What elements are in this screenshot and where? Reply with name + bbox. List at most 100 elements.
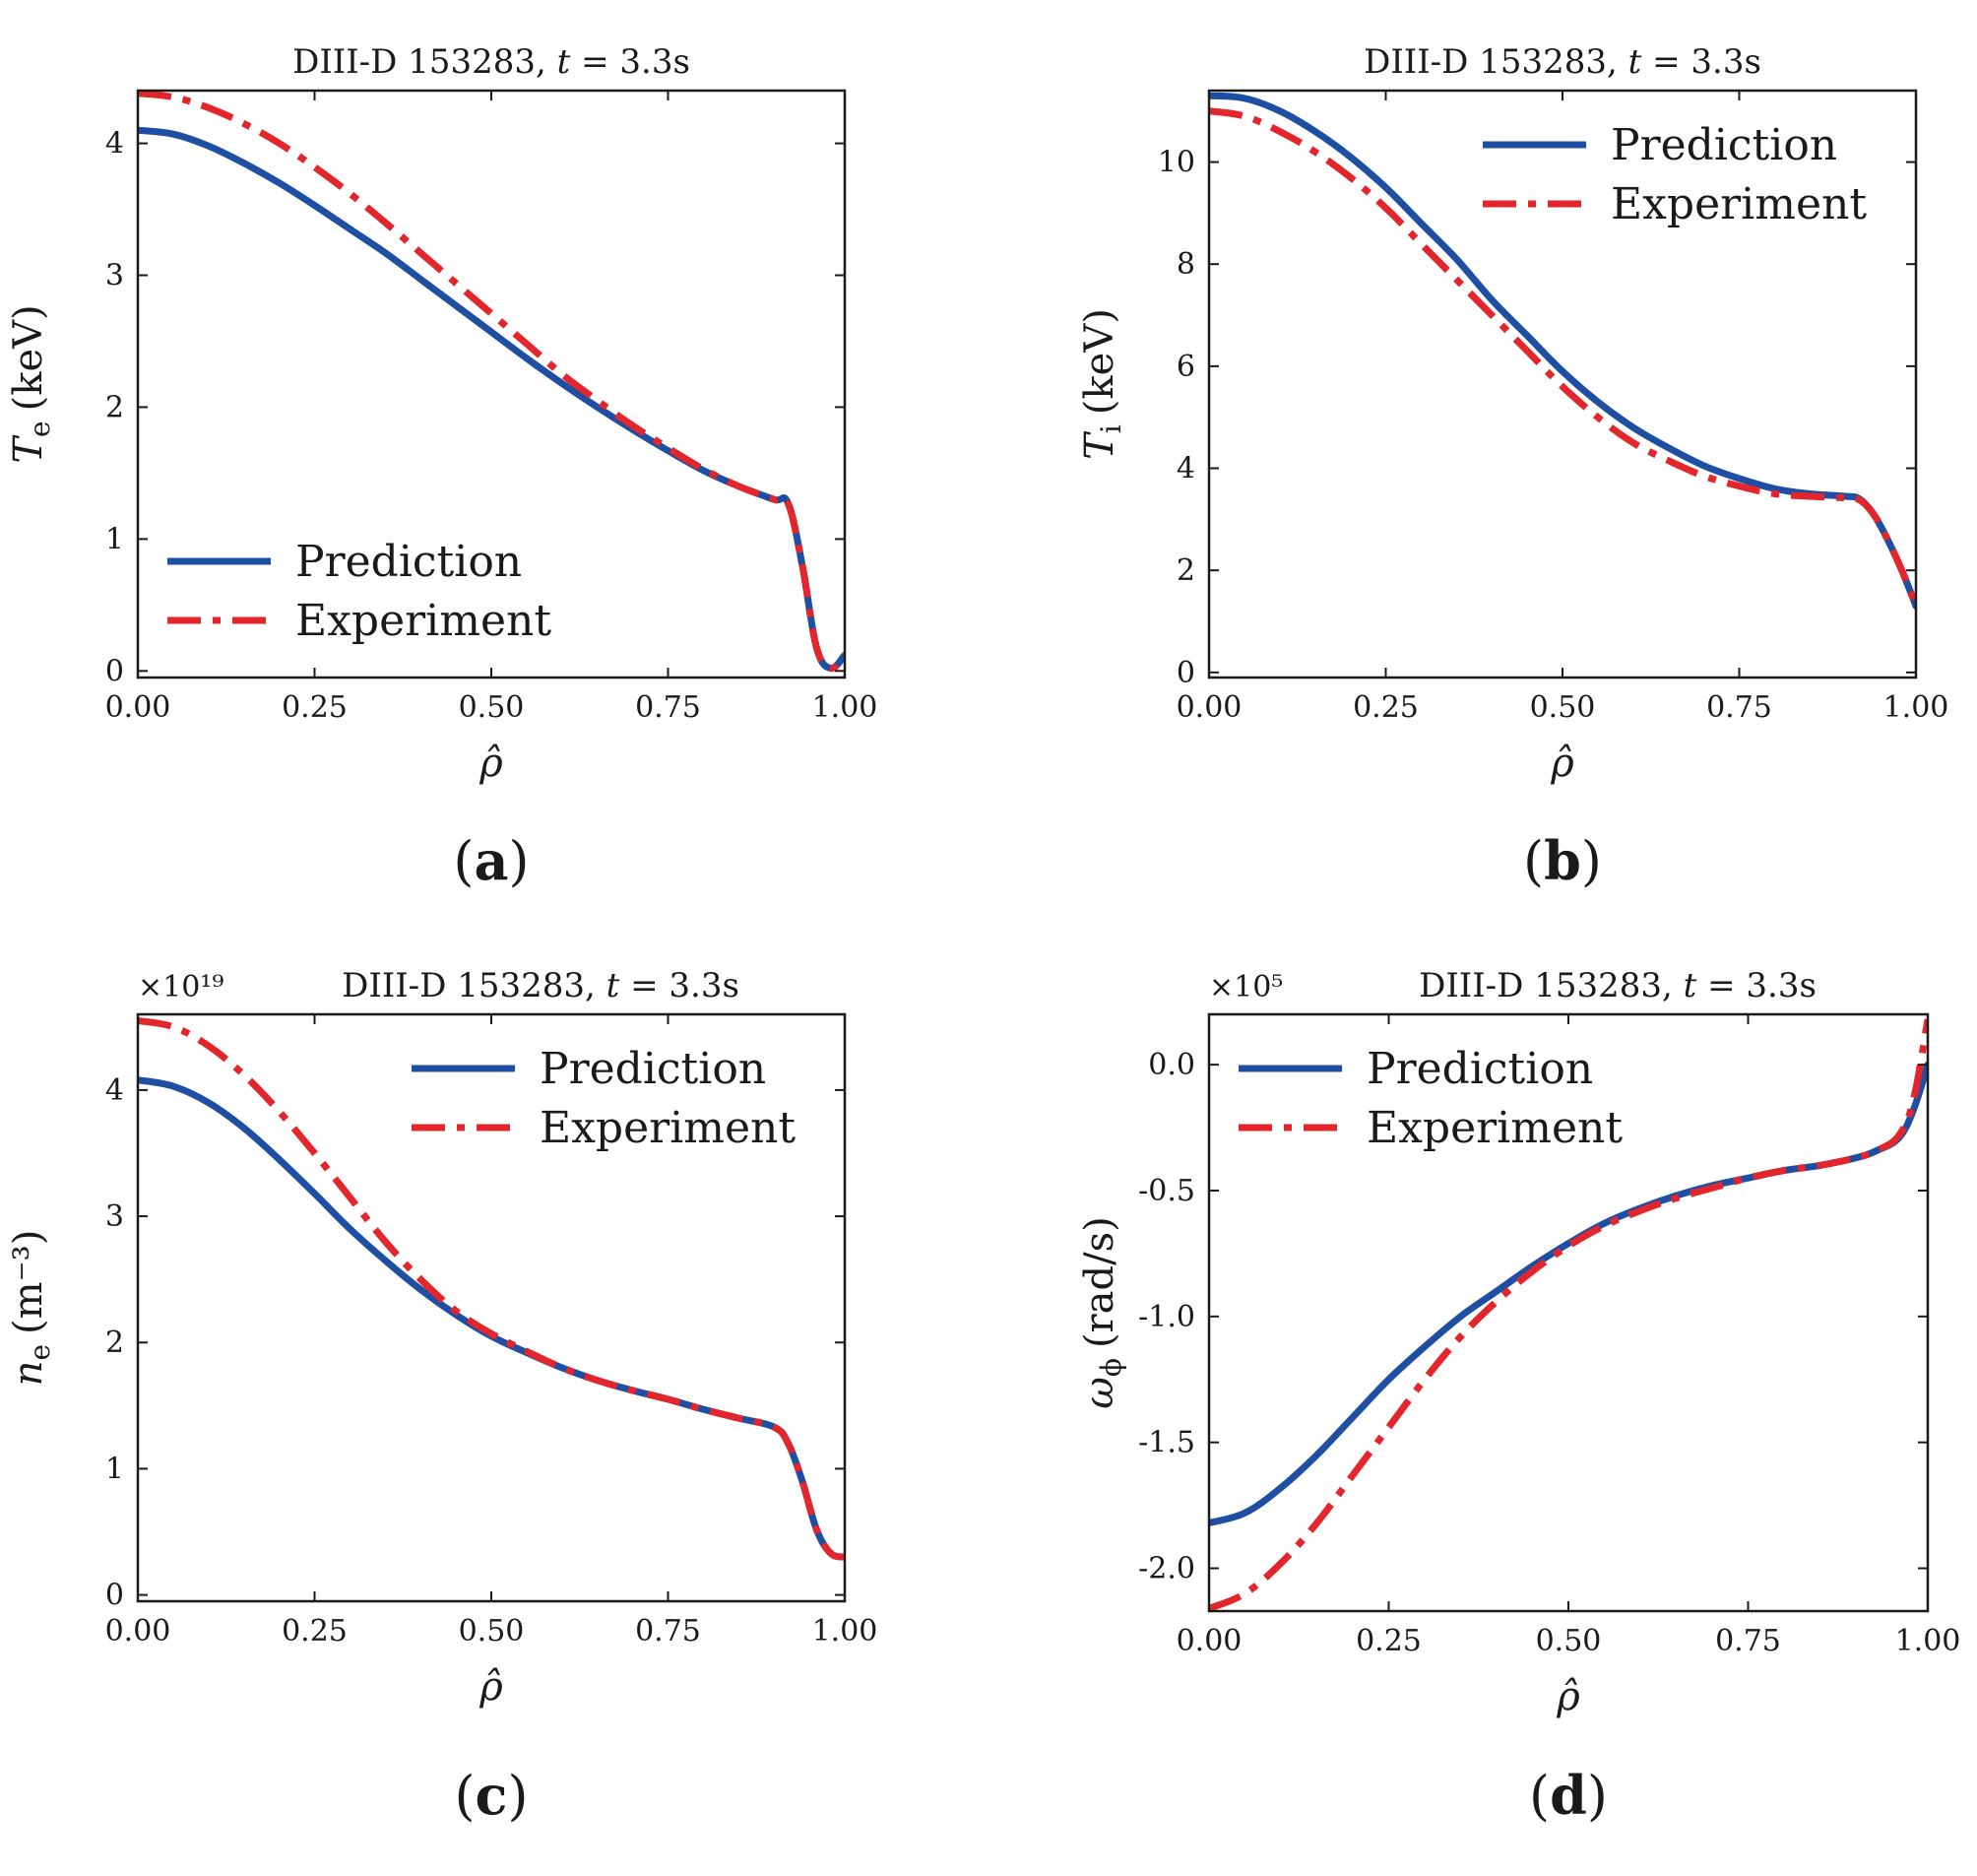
chart-panel-d: DIII-D 153283, t = 3.3s ×10⁵ 0.00 0.25 0.50 0… bbox=[1077, 966, 1960, 1827]
x-tick-label: 0.75 bbox=[635, 690, 701, 725]
y-tick-label: -1.5 bbox=[1138, 1426, 1195, 1460]
chart-title-variable: t bbox=[606, 966, 620, 1005]
chart-title-variable: t bbox=[1684, 966, 1697, 1005]
series-line-experiment bbox=[1209, 1018, 1928, 1611]
series-line-experiment bbox=[138, 1016, 845, 1561]
x-tick-label: 0.25 bbox=[1353, 690, 1419, 725]
y-tick-label: 8 bbox=[1177, 247, 1195, 282]
x-tick-label: 0.75 bbox=[1715, 1624, 1781, 1658]
y-tick-label: 10 bbox=[1158, 146, 1195, 180]
y-axis-label-unit: (m⁻³) bbox=[6, 1230, 51, 1334]
x-tick-label: 1.00 bbox=[1883, 690, 1949, 725]
y-axis-multiplier: ×10⁵ bbox=[1209, 970, 1283, 1004]
y-axis-label: Ti (keV) bbox=[1077, 308, 1127, 460]
chart-title-prefix: DIII-D 153283, bbox=[1419, 966, 1684, 1005]
x-tick-label: 1.00 bbox=[812, 1614, 878, 1649]
chart-title-prefix: DIII-D 153283, bbox=[292, 42, 557, 82]
legend: Prediction Experiment bbox=[167, 537, 551, 646]
x-tick-label: 0.75 bbox=[635, 1614, 701, 1649]
chart-title-variable: t bbox=[1628, 42, 1642, 82]
x-tick-label: 0.00 bbox=[105, 690, 171, 725]
x-tick-label: 0.00 bbox=[105, 1614, 171, 1649]
panel-label-open: ( bbox=[453, 830, 474, 892]
x-tick-label: 0.25 bbox=[282, 690, 348, 725]
y-axis-label-variable: n bbox=[6, 1361, 51, 1387]
chart-title-suffix: = 3.3s bbox=[570, 42, 690, 82]
panel-label-open: ( bbox=[1529, 1765, 1550, 1827]
legend: Prediction Experiment bbox=[1483, 120, 1867, 229]
y-tick-label: 1 bbox=[105, 522, 124, 556]
y-tick-label: -2.0 bbox=[1138, 1552, 1195, 1586]
series-line-experiment bbox=[138, 91, 845, 673]
y-axis-label: Te (keV) bbox=[6, 304, 56, 463]
panel-label: (c) bbox=[454, 1764, 528, 1827]
y-tick-label: 0 bbox=[1177, 656, 1195, 690]
panel-label-close: ) bbox=[509, 830, 530, 892]
y-tick-label: 2 bbox=[1177, 553, 1195, 588]
panel-label-close: ) bbox=[507, 1765, 528, 1827]
chart-title-suffix: = 3.3s bbox=[1641, 42, 1761, 82]
axes-frame bbox=[136, 89, 847, 679]
panel-label-letter: d bbox=[1550, 1764, 1587, 1827]
y-tick-label: 4 bbox=[1177, 452, 1195, 486]
y-axis-label-variable: T bbox=[1077, 430, 1122, 460]
panel-label-close: ) bbox=[1587, 1765, 1608, 1827]
series-line-prediction bbox=[138, 126, 845, 673]
legend-label-experiment: Experiment bbox=[540, 1103, 796, 1153]
y-axis-label-subscript: e bbox=[24, 1344, 56, 1361]
y-axis-label-subscript: e bbox=[24, 420, 56, 437]
x-tick-label: 0.50 bbox=[459, 1614, 525, 1649]
legend-label-experiment: Experiment bbox=[1367, 1103, 1623, 1153]
y-tick-label: 1 bbox=[105, 1452, 124, 1486]
legend-label-prediction: Prediction bbox=[1367, 1044, 1593, 1094]
x-axis-label: ρ̂ bbox=[1550, 741, 1574, 786]
x-tick-label: 0.25 bbox=[1356, 1624, 1422, 1658]
y-tick-label: 3 bbox=[105, 1199, 124, 1234]
x-tick-label: 0.00 bbox=[1177, 690, 1243, 725]
chart-panel-c: DIII-D 153283, t = 3.3s ×10¹⁹ 0.00 0.25 0.50… bbox=[6, 966, 877, 1827]
x-tick-label: 1.00 bbox=[812, 690, 878, 725]
y-tick-label: 0 bbox=[105, 1579, 124, 1613]
y-tick-label: 3 bbox=[105, 259, 124, 293]
panel-label: (d) bbox=[1529, 1764, 1608, 1827]
y-axis-label: ne (m⁻³) bbox=[6, 1230, 56, 1387]
chart-title-variable: t bbox=[557, 42, 571, 82]
chart-title-suffix: = 3.3s bbox=[1696, 966, 1817, 1005]
panel-label: (b) bbox=[1523, 829, 1602, 892]
chart-panel-a: DIII-D 153283, t = 3.3s 0.00 0.25 0.50 0.75 1… bbox=[6, 42, 877, 892]
x-tick-label: 0.50 bbox=[1536, 1624, 1602, 1658]
y-axis-label-subscript: i bbox=[1095, 424, 1127, 433]
panel-label-close: ) bbox=[1581, 830, 1602, 892]
panel-label: (a) bbox=[453, 829, 529, 892]
chart-title-suffix: = 3.3s bbox=[619, 966, 739, 1005]
panel-label-open: ( bbox=[1523, 830, 1544, 892]
y-axis-multiplier: ×10¹⁹ bbox=[138, 970, 223, 1004]
y-tick-label: 2 bbox=[105, 390, 124, 424]
panel-label-open: ( bbox=[454, 1765, 475, 1827]
legend: Prediction Experiment bbox=[412, 1044, 796, 1153]
y-tick-label: 4 bbox=[105, 1073, 124, 1108]
x-tick-label: 0.00 bbox=[1177, 1624, 1243, 1658]
y-tick-label: 4 bbox=[105, 127, 124, 162]
legend-label-experiment: Experiment bbox=[295, 596, 551, 646]
legend-label-prediction: Prediction bbox=[540, 1044, 766, 1094]
legend-label-prediction: Prediction bbox=[295, 537, 522, 587]
y-axis-label-unit: (keV) bbox=[1077, 308, 1122, 415]
x-tick-label: 0.75 bbox=[1706, 690, 1772, 725]
y-tick-label: 0 bbox=[105, 654, 124, 688]
y-tick-label: -0.5 bbox=[1138, 1174, 1195, 1208]
y-tick-label: -1.0 bbox=[1138, 1300, 1195, 1334]
series-line-prediction bbox=[1209, 92, 1916, 610]
chart-title: DIII-D 153283, t = 3.3s bbox=[1419, 966, 1817, 1005]
legend-label-prediction: Prediction bbox=[1611, 120, 1837, 170]
chart-title: DIII-D 153283, t = 3.3s bbox=[342, 966, 739, 1005]
chart-title: DIII-D 153283, t = 3.3s bbox=[292, 42, 690, 82]
x-tick-label: 0.25 bbox=[282, 1614, 348, 1649]
x-tick-label: 1.00 bbox=[1895, 1624, 1961, 1658]
legend: Prediction Experiment bbox=[1239, 1044, 1623, 1153]
series-line-experiment bbox=[1209, 107, 1916, 608]
y-tick-label: 6 bbox=[1177, 350, 1195, 384]
chart-title-prefix: DIII-D 153283, bbox=[1364, 42, 1628, 82]
y-axis-label-variable: ω bbox=[1077, 1377, 1122, 1409]
y-tick-label: 2 bbox=[105, 1326, 124, 1360]
